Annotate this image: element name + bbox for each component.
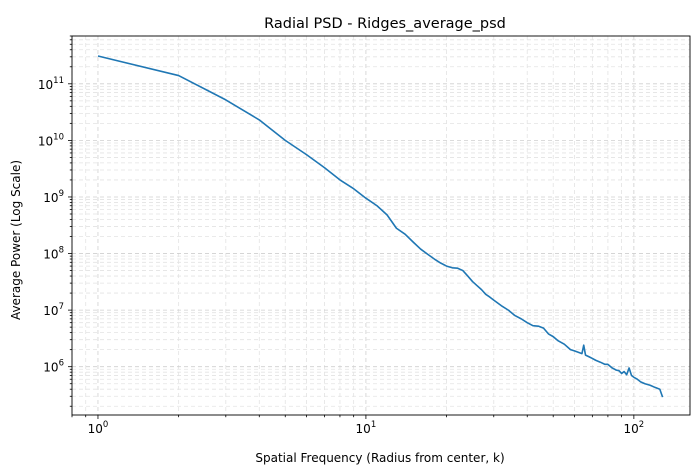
plot-frame — [71, 35, 691, 416]
grid-lines — [71, 35, 690, 415]
y-tick-label: 107 — [43, 302, 64, 318]
y-tick-label: 106 — [43, 359, 64, 375]
y-tick-label: 108 — [43, 246, 64, 262]
x-tick-label: 101 — [356, 420, 377, 436]
y-tick-label: 109 — [43, 189, 64, 205]
x-axis-title: Spatial Frequency (Radius from center, k… — [255, 451, 504, 465]
x-tick-label: 102 — [624, 420, 645, 436]
psd-series-line — [97, 55, 664, 398]
x-tick-labels: 100 101 102 — [88, 420, 645, 436]
y-tick-label: 1011 — [38, 76, 64, 92]
x-tick-label: 100 — [88, 420, 109, 436]
chart-title: Radial PSD - Ridges_average_psd — [264, 16, 506, 32]
y-tick-labels: 106 107 108 109 1010 1011 — [38, 76, 64, 375]
y-tick-label: 1010 — [38, 132, 64, 148]
axis-ticks — [68, 35, 635, 419]
y-axis-title: Average Power (Log Scale) — [9, 160, 23, 320]
